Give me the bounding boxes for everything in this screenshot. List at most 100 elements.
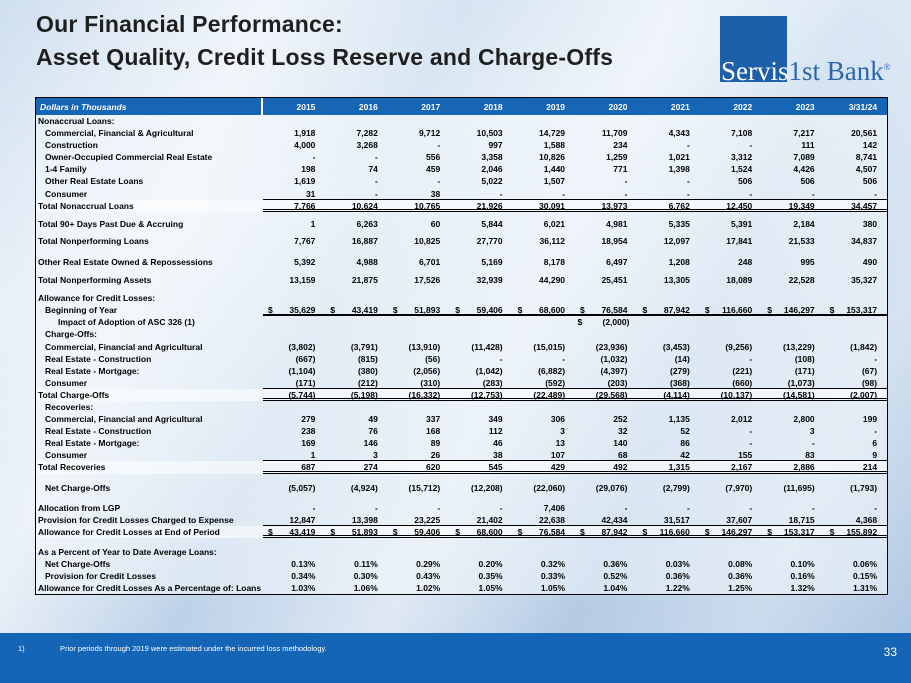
cell [825, 316, 887, 328]
cell: $87,942 [575, 526, 638, 538]
cell: 1.05% [478, 583, 503, 594]
cell: (11,428) [471, 341, 503, 352]
servisfirst-bank-logo: Servis1st Bank® [720, 16, 910, 87]
cell: (3,453) [662, 341, 690, 352]
row-label: Real Estate - Construction [45, 426, 152, 437]
row-label: Recoveries: [45, 401, 94, 412]
cell: 5,335 [668, 218, 690, 229]
cell: 0.36% [665, 571, 690, 582]
cell-value: 43,419 [351, 305, 378, 316]
row-label: Construction [45, 140, 98, 151]
dollar-sign: $ [767, 305, 772, 316]
cell: 1,208 [668, 256, 690, 267]
cell: 6,263 [356, 218, 378, 229]
cell: (7,970) [725, 482, 753, 493]
cell: - [575, 188, 638, 200]
table-row [36, 247, 887, 256]
row-label: Total Nonaccrual Loans [38, 200, 134, 211]
cell: 1.05% [540, 583, 566, 594]
cell: 0.33% [540, 571, 566, 582]
cell: 0.03% [665, 559, 690, 569]
cell [263, 316, 325, 328]
cell: $76,584 [512, 526, 576, 538]
row-label: Provision for Credit Losses Charged to E… [38, 514, 234, 525]
row-label: Total Nonperforming Assets [38, 275, 152, 286]
cell: 3,268 [356, 140, 378, 151]
table-row: Net Charge-Offs 0.13% 0.11% 0.29% 0.20% 0.32%… [36, 558, 887, 570]
cell-value: 68,600 [476, 526, 503, 537]
row-label: Owner-Occupied Commercial Real Estate [45, 152, 213, 163]
cell: (5,057) [288, 482, 316, 493]
cell: $153,317 [824, 304, 888, 317]
cell: 76 [368, 426, 378, 437]
cell: 42,434 [575, 514, 638, 526]
cell: (15,015) [533, 341, 566, 352]
cell-value: 51,893 [414, 305, 441, 316]
cell: 19,349 [762, 200, 825, 212]
cell: 27,770 [476, 235, 503, 246]
cell: 7,766 [263, 200, 326, 212]
row-label: Charge-Offs: [45, 329, 97, 340]
cell: 506 [800, 176, 815, 187]
cell-value: 116,660 [659, 526, 690, 537]
column-header: 2017 [421, 101, 441, 112]
cell: - [325, 188, 388, 200]
cell: 21,875 [351, 275, 378, 286]
cell: (56) [425, 353, 441, 364]
cell: 23,225 [387, 514, 451, 526]
cell: 38 [450, 449, 513, 462]
table-row: Allowance for Credit Losses As a Percent… [36, 582, 887, 594]
cell: (16,332) [387, 389, 451, 401]
cell [325, 316, 387, 328]
cell: (15,712) [408, 482, 441, 493]
cell: 1,315 [637, 461, 700, 474]
cell: $59,406 [387, 526, 451, 538]
table-body: Nonaccrual Loans: Commercial, Financial &… [36, 115, 888, 594]
table-row: Consumer 31-38- - - - - - - [36, 188, 888, 200]
cell: 0.08% [728, 559, 753, 569]
row-label: Total Nonperforming Loans [38, 235, 149, 246]
cell: (171) [794, 365, 815, 376]
cell: 556 [426, 152, 441, 163]
cell: 169 [301, 438, 316, 449]
cell: 0.43% [416, 571, 441, 582]
cell: 1.04% [603, 583, 628, 594]
cell: 36,112 [539, 235, 566, 246]
cell: 6,497 [606, 256, 628, 267]
cell: 0.20% [478, 559, 503, 569]
cell: (667) [295, 353, 316, 364]
cell [639, 316, 701, 328]
cell: (660) [699, 377, 763, 389]
cell: 490 [862, 256, 878, 267]
cell: 44,290 [539, 275, 566, 286]
cell: 89 [430, 438, 441, 449]
cell: 22,638 [512, 514, 576, 526]
row-label: Allocation from LGP [38, 502, 121, 513]
cell: (2,056) [413, 365, 441, 376]
cell: 2,886 [762, 461, 825, 474]
row-label: Nonaccrual Loans: [38, 116, 115, 126]
cell: 2,184 [793, 218, 815, 229]
cell: 32,939 [476, 275, 503, 286]
cell: 13,398 [325, 514, 388, 526]
cell: 306 [550, 414, 566, 425]
cell: 25,451 [601, 275, 628, 286]
footnote-marker: 1) [18, 644, 25, 653]
cell: 1,524 [730, 164, 753, 175]
cell-value: 35,629 [289, 305, 316, 316]
cell: 10,503 [476, 128, 503, 139]
column-header: 2018 [483, 101, 503, 112]
dollar-sign: $ [392, 305, 398, 316]
table-row: Consumer 1 3 26 38 107 68 42 155 83 9 [36, 449, 888, 462]
cell: 3 [809, 426, 815, 437]
row-label: Allowance for Credit Losses As a Percent… [38, 583, 262, 594]
table-row: Allowance for Credit Losses: [36, 292, 887, 304]
table-row [36, 494, 887, 502]
cell: 111 [801, 140, 815, 151]
cell-value: 153,317 [783, 526, 815, 537]
row-label: Net Charge-Offs [45, 559, 111, 569]
cell: 34,837 [851, 235, 878, 246]
logo-text: Servis1st Bank® [721, 56, 891, 87]
cell-value: 43,419 [289, 526, 316, 537]
cell: 6,021 [543, 218, 566, 229]
